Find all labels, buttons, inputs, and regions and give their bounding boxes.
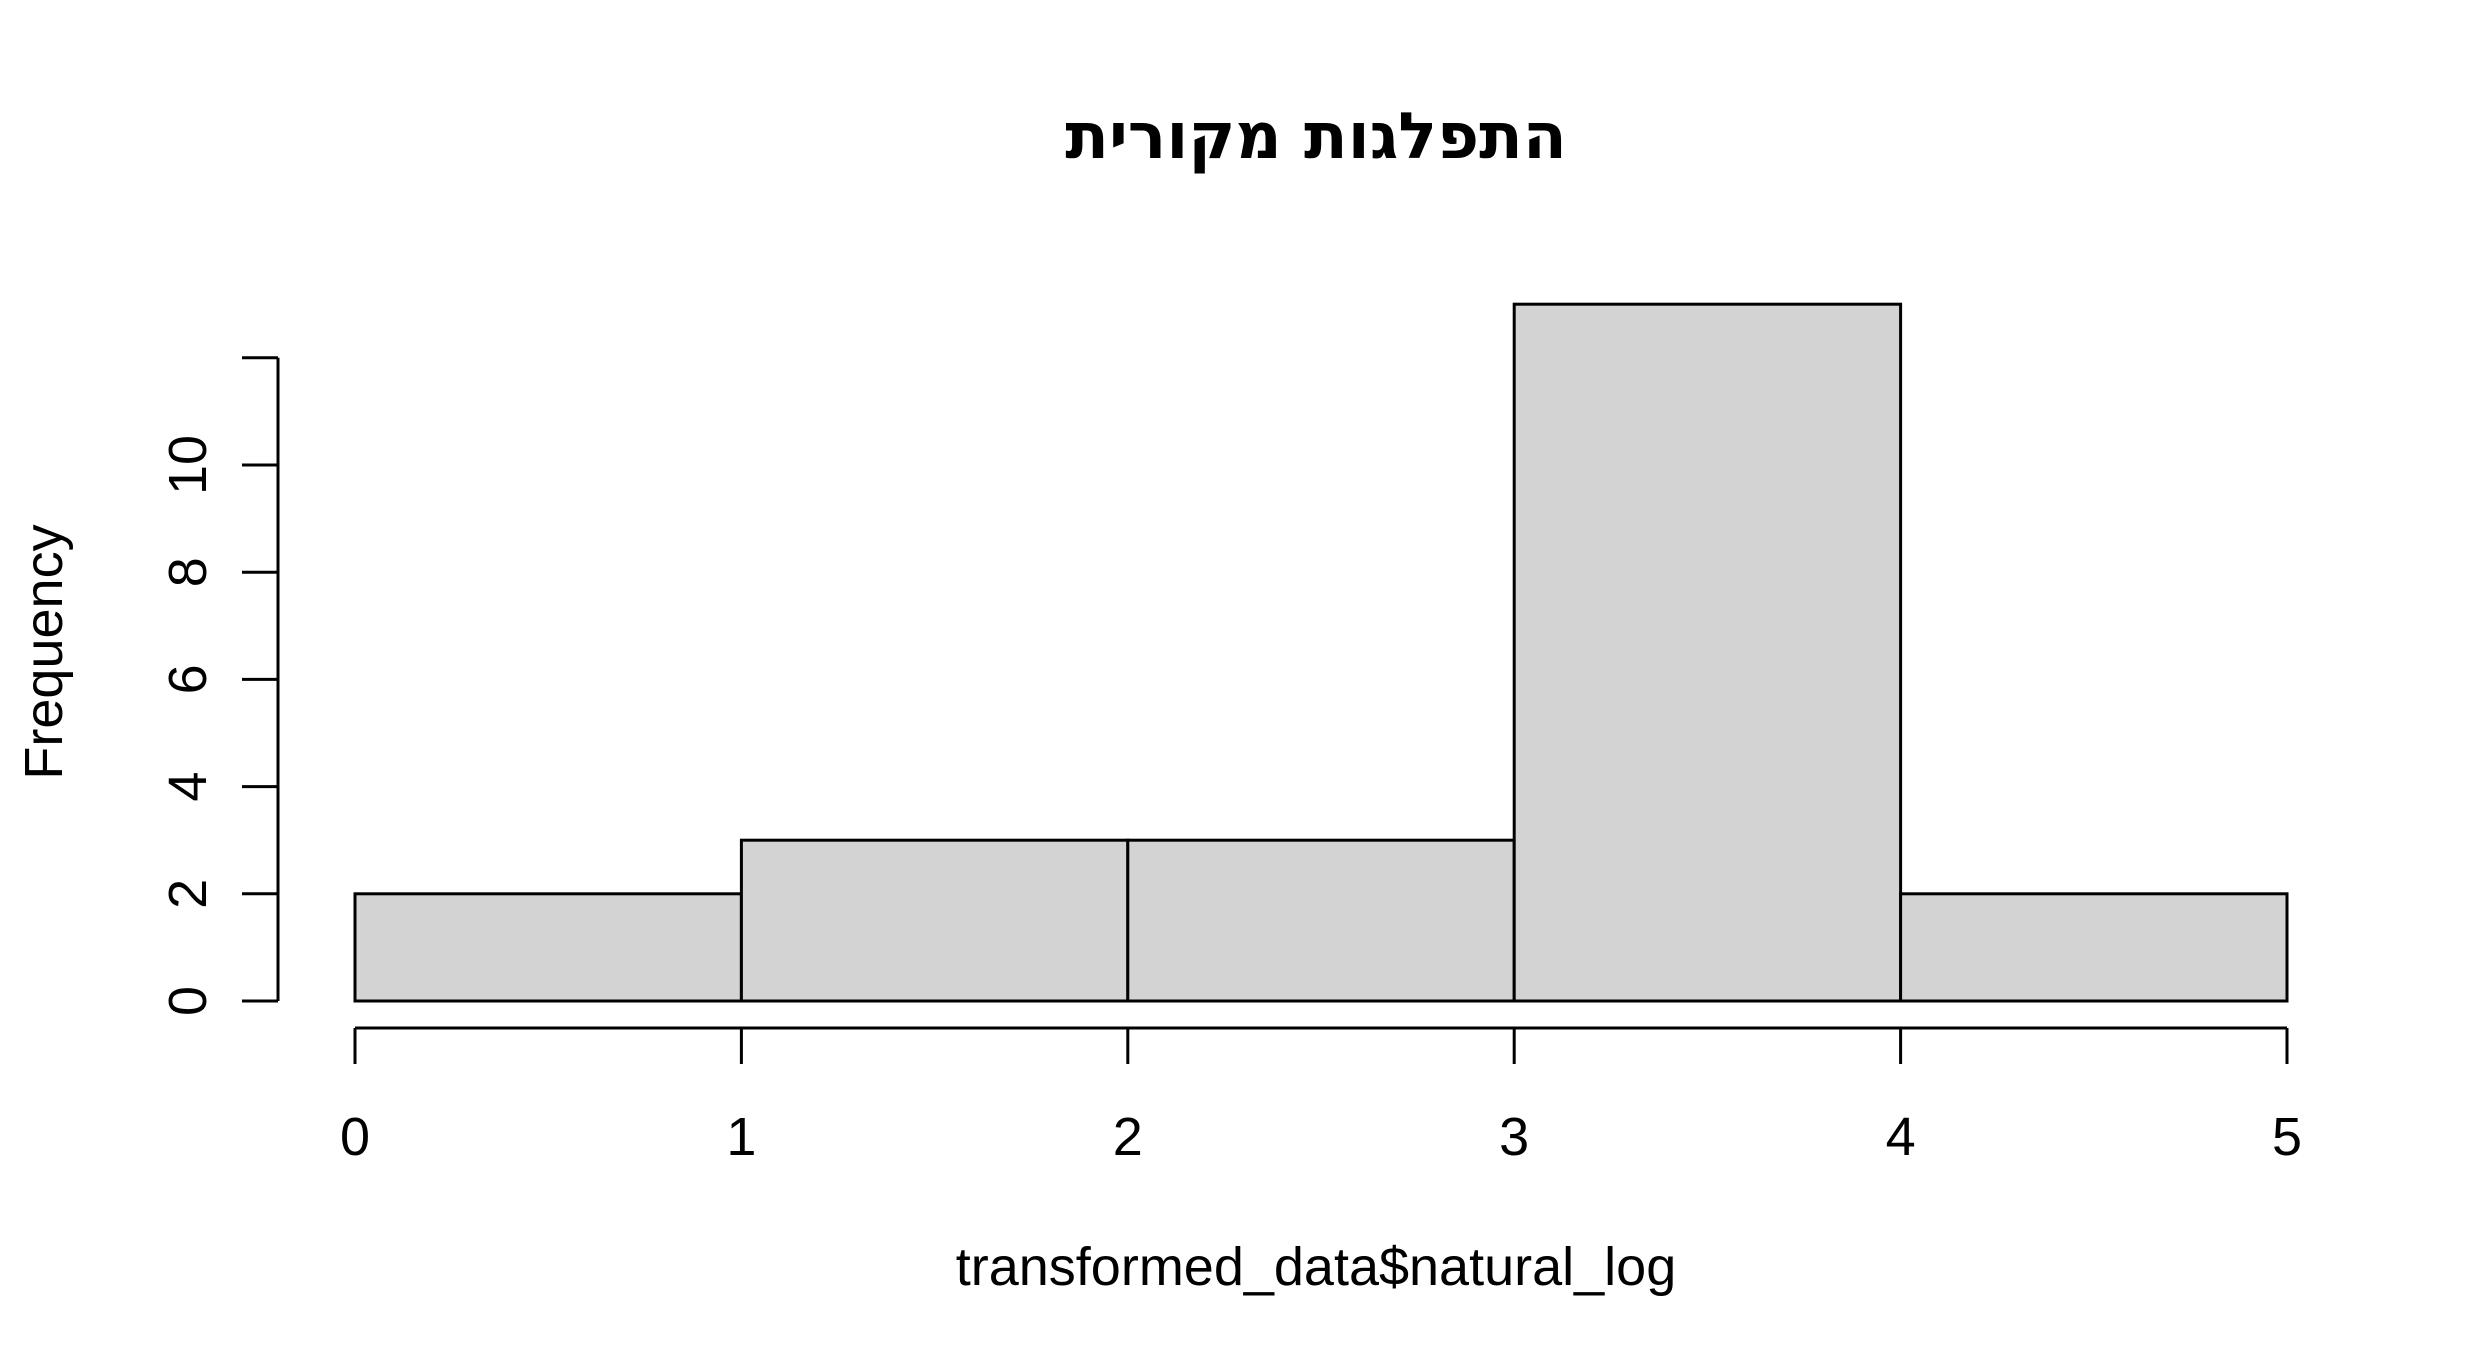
- bar-0-1: [353, 892, 743, 1003]
- y-tick-label-4: 4: [158, 772, 218, 802]
- x-axis: 0 1 2 3 4 5: [340, 1026, 2302, 1167]
- y-tick-label-2: 2: [158, 879, 218, 909]
- x-axis-label: transformed_data$natural_log: [956, 1237, 1676, 1297]
- x-tick-label-2: 2: [1113, 1107, 1143, 1167]
- x-tick-label-0: 0: [340, 1107, 370, 1167]
- chart-title: התפלגות מקורית: [1065, 100, 1567, 174]
- bar-1-2: [739, 838, 1130, 1003]
- x-tick-label-1: 1: [726, 1107, 756, 1167]
- x-tick-label-3: 3: [1499, 1107, 1529, 1167]
- bar-3-4: [1512, 302, 1903, 1003]
- y-tick-label-0: 0: [158, 986, 218, 1016]
- x-tick-label-4: 4: [1886, 1107, 1916, 1167]
- y-axis-label: Frequency: [14, 524, 74, 779]
- y-axis: 0 2 4 6 8 10: [158, 356, 280, 1016]
- y-tick-label-8: 8: [158, 557, 218, 587]
- bars-group: [353, 302, 2289, 1003]
- y-tick-label-10: 10: [158, 435, 218, 495]
- bar-4-5: [1899, 892, 2289, 1003]
- bar-2-3: [1126, 838, 1516, 1003]
- x-tick-label-5: 5: [2272, 1107, 2302, 1167]
- y-tick-label-6: 6: [158, 664, 218, 694]
